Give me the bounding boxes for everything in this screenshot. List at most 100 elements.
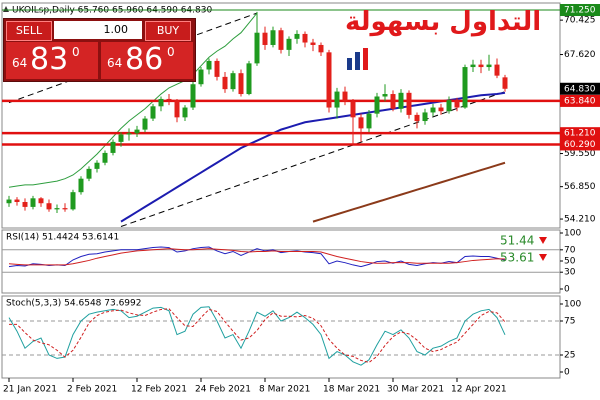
indicator-title: Stoch(5,3,3) 54.6548 73.6992 [6,299,141,309]
candle-body [6,199,12,204]
sell-price[interactable]: 64 83 0 [6,42,98,79]
candle-body [126,133,132,135]
candle-body [294,33,300,39]
buy-button[interactable]: BUY [145,21,191,41]
candle-body [206,60,212,70]
price-tag-label: 71.250 [564,6,596,16]
price-tag [560,138,600,151]
lot-input[interactable]: 1.00 [54,21,142,39]
candle-body [454,100,460,108]
x-tick-label: 2 Feb 2021 [67,385,117,395]
candle-body [358,117,364,129]
price-tag [560,82,600,95]
candle-body [262,32,268,45]
logo-icon [347,47,368,70]
series-line [9,308,506,364]
price-sup: 0 [72,45,80,59]
candle-body [486,64,492,68]
indicator-value: 51.44 [500,234,534,248]
x-tick-label: 8 Mar 2021 [259,385,310,395]
candle-body [318,44,324,53]
candle-body [78,178,84,193]
candle-body [86,168,92,179]
candle-body [142,118,148,130]
candle-body [278,30,284,50]
y-tick-label: 54.210 [564,215,596,225]
buy-price[interactable]: 64 86 0 [101,42,193,79]
price-prefix: 64 [107,56,123,70]
symbol-icon [3,6,9,12]
y-tick-label: 70 [564,245,576,255]
y-tick-label: 59.550 [564,149,596,159]
trade-panel: SELL 1.00 BUY 64 83 0 64 86 0 [3,18,196,82]
candle-body [326,52,332,108]
candle-body [430,107,436,113]
candle-body [342,91,348,102]
price-tag [560,127,600,140]
candle-body [414,114,420,122]
y-tick-label: 100 [564,300,581,310]
price-tag-label: 60.290 [564,140,596,150]
candle-body [166,98,172,101]
candle-body [374,96,380,114]
candle-body [286,38,292,50]
series-line [8,248,506,266]
candle-body [438,107,444,112]
sell-button[interactable]: SELL [6,21,52,41]
candle-body [462,67,468,108]
price-prefix: 64 [12,56,28,70]
y-tick-label: 67.620 [564,50,596,60]
candle-body [238,73,244,95]
series-line [312,161,506,223]
candle-body [14,199,20,202]
candle-body [270,30,276,45]
candle-body [94,162,100,169]
y-tick-label: 100 [564,229,581,239]
indicator-title: RSI(14) 51.4424 53.6141 [6,233,119,243]
price-tag [560,94,600,107]
price-tag-label: 64.830 [564,84,596,94]
series-line [8,246,506,268]
candle-body [198,69,204,85]
logo: التداول بسهولة [345,4,557,70]
x-tick-label: 12 Apr 2021 [451,385,507,395]
y-tick-label: 50 [564,257,576,267]
candle-body [134,129,140,134]
candle-body [190,84,196,108]
x-tick-label: 24 Feb 2021 [195,385,251,395]
price-sup: 0 [167,45,175,59]
y-tick-label: 25 [564,351,575,361]
price-main: 86 [125,42,164,77]
marker-arrow [539,254,547,261]
candle-body [182,107,188,118]
candle-body [334,91,340,108]
candle-body [246,63,252,95]
candle-body [62,208,68,210]
y-tick-label: 0 [564,368,570,378]
y-tick-label: 56.850 [564,182,596,192]
candle-body [502,77,508,89]
candle-body [310,42,316,45]
candle-body [46,203,52,210]
candle-body [382,94,388,97]
candle-body [494,64,500,76]
y-tick-label: 0 [564,285,570,295]
candle-body [470,64,476,68]
candle-body [390,94,396,109]
marker-arrow [539,237,547,244]
candle-body [222,76,228,90]
panel-frame [1,2,561,229]
candle-body [174,100,180,118]
candle-body [230,73,236,90]
logo-text: التداول بسهولة [345,7,542,37]
candle-body [446,100,452,112]
trendline [120,91,506,227]
indicator-value: 53.61 [500,251,534,265]
candle-body [158,98,164,107]
x-tick-label: 21 Jan 2021 [3,385,57,395]
candle-body [54,208,60,210]
candle-body [254,32,260,64]
candle-body [398,92,404,109]
